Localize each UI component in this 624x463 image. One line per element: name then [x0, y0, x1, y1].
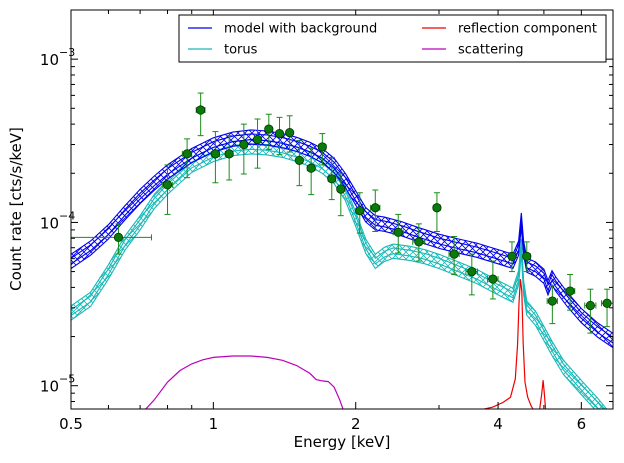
data-marker	[585, 300, 595, 311]
data-point-15	[327, 156, 337, 201]
legend-label-model-with-background: model with background	[224, 22, 377, 37]
data-marker	[355, 206, 365, 216]
data-marker	[224, 149, 234, 159]
data-marker	[210, 149, 220, 159]
data-point-29	[584, 288, 597, 334]
y-axis-label: Count rate [cts/s/keV]	[7, 127, 25, 291]
data-point-10	[274, 116, 285, 156]
data-marker	[414, 237, 424, 247]
data-point-25	[507, 241, 517, 273]
scattering-line	[145, 355, 344, 409]
data-marker	[317, 142, 327, 152]
data-marker	[182, 149, 192, 159]
data-point-4	[195, 92, 206, 137]
data-point-28	[564, 273, 576, 311]
data-marker	[336, 184, 346, 194]
torus-band-line-1	[71, 143, 604, 409]
model-with-background-band-line-3	[71, 143, 613, 349]
x-tick-label: 6	[577, 415, 587, 433]
data-point-12	[294, 139, 304, 187]
y-tick-label: 10	[40, 378, 59, 396]
data-marker	[196, 105, 206, 115]
x-tick-label: 2	[351, 415, 361, 433]
data-point-24	[487, 260, 499, 300]
data-marker	[274, 128, 285, 139]
data-marker	[239, 139, 249, 150]
data-point-6	[224, 135, 234, 181]
x-tick-label: 0.5	[59, 415, 83, 433]
y-tick-exponent: −4	[59, 209, 75, 222]
data-marker	[602, 298, 612, 308]
x-tick-label: 1	[209, 415, 219, 433]
data-point-20	[412, 223, 426, 262]
data-point-27	[546, 285, 558, 325]
legend: model with background reflection componen…	[178, 14, 607, 63]
x-tick-label: 4	[493, 415, 503, 433]
torus-band-line-3	[71, 153, 596, 409]
data-marker	[565, 286, 575, 296]
data-marker	[547, 296, 557, 306]
data-point-9	[264, 113, 274, 150]
data-point-7	[239, 123, 249, 175]
torus-band-line-2	[71, 148, 600, 409]
data-marker	[162, 180, 173, 190]
data-marker	[522, 251, 532, 261]
data-marker	[393, 227, 403, 237]
data-marker	[264, 124, 274, 134]
legend-label-reflection-component: reflection component	[458, 22, 597, 37]
data-marker	[370, 203, 380, 213]
data-marker	[285, 127, 295, 138]
data-point-17	[355, 192, 365, 234]
data-marker	[432, 203, 442, 213]
data-point-22	[448, 236, 460, 275]
data-marker	[507, 251, 517, 261]
data-marker	[327, 174, 337, 184]
reflection-component-line	[481, 279, 547, 409]
data-point-16	[336, 172, 346, 217]
y-tick-base: 10	[40, 378, 59, 396]
legend-label-scattering: scattering	[458, 43, 524, 58]
data-marker	[252, 134, 263, 145]
model-with-background-band-line-2	[71, 139, 613, 344]
data-point-21	[432, 192, 442, 232]
data-marker	[488, 274, 498, 284]
legend-label-torus: torus	[224, 43, 258, 58]
x-axis-label: Energy [keV]	[294, 433, 391, 451]
data-marker	[467, 266, 477, 277]
data-point-3	[181, 138, 193, 179]
y-tick-label: 10	[40, 214, 59, 232]
y-tick-base: 10	[40, 51, 59, 69]
data-point-13	[306, 147, 316, 196]
legend-box	[178, 14, 607, 63]
data-point-2	[161, 164, 174, 215]
data-marker	[449, 249, 459, 259]
plot-frame	[70, 9, 614, 410]
y-tick-exponent: −5	[59, 373, 75, 386]
y-tick-exponent: −3	[59, 46, 75, 59]
data-point-18	[370, 189, 381, 232]
data-point-26	[522, 241, 532, 273]
data-point-23	[465, 253, 479, 296]
data-marker	[306, 163, 316, 173]
data-marker	[113, 232, 124, 242]
data-point-1	[71, 223, 153, 255]
data-point-14	[317, 133, 327, 166]
data-point-11	[285, 115, 295, 153]
y-tick-label: 10	[40, 51, 59, 69]
data-point-8	[252, 118, 263, 169]
y-tick-base: 10	[40, 214, 59, 232]
data-point-19	[392, 213, 404, 254]
data-point-5	[210, 131, 220, 184]
data-point-30	[601, 288, 613, 328]
data-marker	[294, 155, 304, 165]
